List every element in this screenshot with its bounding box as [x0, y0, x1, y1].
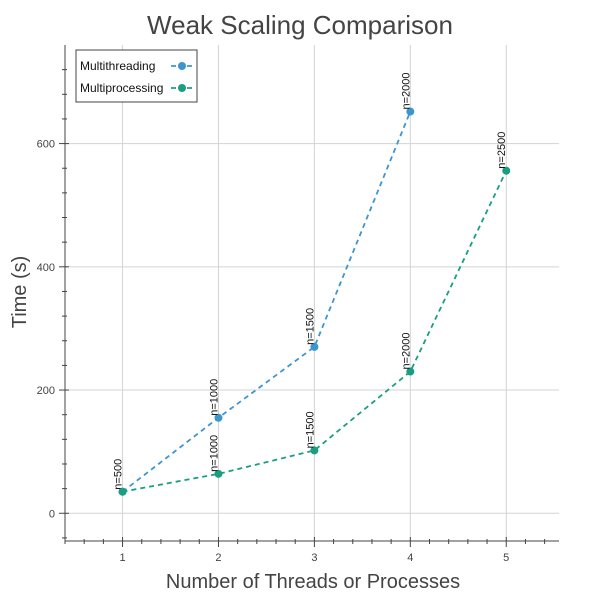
series-layer: n=500 n=1000 n=1500 n=2000 n=1000 n=1500 n=200… [113, 73, 511, 496]
data-label: n=1500 [304, 411, 316, 448]
data-label: n=1000 [208, 435, 220, 472]
series-multiprocessing: n=1000 n=1500 n=2000 n=2500 [118, 132, 511, 496]
data-label: n=2500 [496, 132, 508, 169]
legend-marker [178, 84, 186, 92]
data-point [406, 367, 415, 376]
y-tick-label: 200 [37, 385, 55, 397]
axes: 1 2 3 4 5 0 200 400 600 [37, 45, 559, 564]
data-label: n=1500 [304, 308, 316, 345]
data-point [214, 469, 223, 478]
series-line [122, 111, 412, 493]
data-label: n=500 [113, 459, 125, 490]
series-multithreading: n=500 n=1000 n=1500 n=2000 [113, 73, 415, 496]
legend-marker [178, 62, 186, 70]
legend-item-multiprocessing: Multiprocessing [80, 81, 193, 95]
x-tick-label: 1 [119, 552, 125, 564]
x-tick-label: 4 [407, 552, 413, 564]
grid-lines [65, 45, 559, 541]
x-tick-label: 2 [215, 552, 221, 564]
legend-box [75, 49, 198, 103]
y-tick-label: 400 [37, 262, 55, 274]
data-label: n=1000 [208, 379, 220, 416]
data-point [310, 342, 319, 351]
data-label: n=2000 [400, 333, 412, 370]
legend: Multithreading Multiprocessing [75, 49, 198, 103]
y-tick-label: 600 [37, 139, 55, 151]
legend-label: Multiprocessing [80, 81, 163, 95]
y-tick-label: 0 [49, 508, 55, 520]
y-axis-label: Time (s) [9, 256, 31, 329]
data-point [310, 446, 319, 455]
data-point [502, 166, 511, 175]
legend-item-multithreading: Multithreading [80, 59, 193, 73]
data-label: n=2000 [400, 73, 412, 110]
chart-title: Weak Scaling Comparison [147, 10, 453, 40]
data-point [118, 487, 127, 496]
data-point [406, 107, 415, 116]
data-point [214, 413, 223, 422]
x-axis-label: Number of Threads or Processes [166, 571, 460, 593]
legend-label: Multithreading [80, 59, 155, 73]
x-tick-label: 5 [503, 552, 509, 564]
series-line [122, 170, 508, 493]
x-tick-label: 3 [311, 552, 317, 564]
